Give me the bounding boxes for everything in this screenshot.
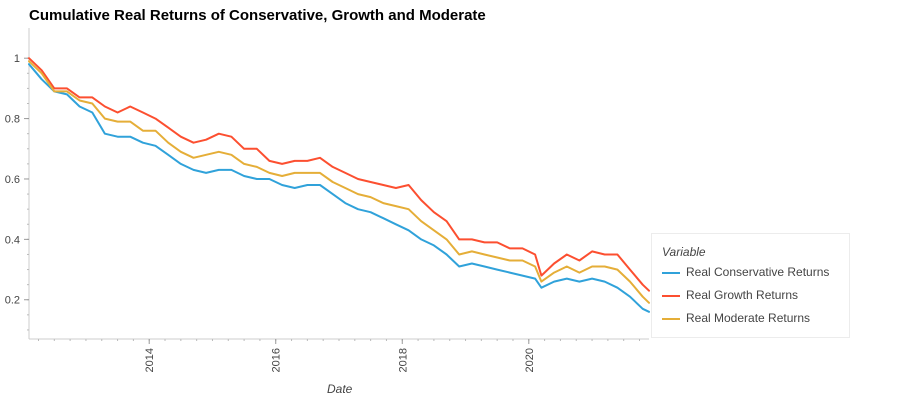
x-axis-label: Date bbox=[327, 382, 353, 396]
x-tick-label: 2020 bbox=[524, 348, 536, 372]
y-tick-label: 1 bbox=[14, 53, 20, 65]
legend-title: Variable bbox=[662, 245, 706, 259]
legend-swatch bbox=[662, 318, 680, 320]
chart-title: Cumulative Real Returns of Conservative,… bbox=[29, 7, 486, 24]
x-tick-label: 2014 bbox=[144, 348, 156, 372]
legend-item[interactable]: Real Growth Returns bbox=[662, 288, 847, 304]
legend-swatch bbox=[662, 272, 680, 274]
legend-label: Real Growth Returns bbox=[686, 288, 799, 302]
legend-label: Real Moderate Returns bbox=[686, 311, 811, 325]
x-tick-label: 2016 bbox=[271, 348, 283, 372]
series-line-1[interactable] bbox=[28, 63, 650, 313]
y-tick-label: 0.8 bbox=[5, 114, 20, 126]
series-line-2[interactable] bbox=[28, 57, 650, 292]
series-layer bbox=[28, 57, 650, 313]
y-tick-label: 0.4 bbox=[5, 234, 20, 246]
axes-layer: 0.2 0.4 0.6 0.8 1 2014 2016 2018 2020 bbox=[5, 28, 649, 372]
legend[interactable]: Variable Real Conservative Returns Real G… bbox=[651, 233, 850, 338]
legend-item[interactable]: Real Conservative Returns bbox=[662, 265, 847, 281]
y-tick-label: 0.6 bbox=[5, 174, 20, 186]
y-tick-label: 0.2 bbox=[5, 295, 20, 307]
legend-label: Real Conservative Returns bbox=[686, 265, 830, 279]
x-tick-label: 2018 bbox=[397, 348, 409, 372]
legend-swatch bbox=[662, 295, 680, 297]
legend-item[interactable]: Real Moderate Returns bbox=[662, 311, 847, 327]
series-line-3[interactable] bbox=[28, 60, 650, 304]
